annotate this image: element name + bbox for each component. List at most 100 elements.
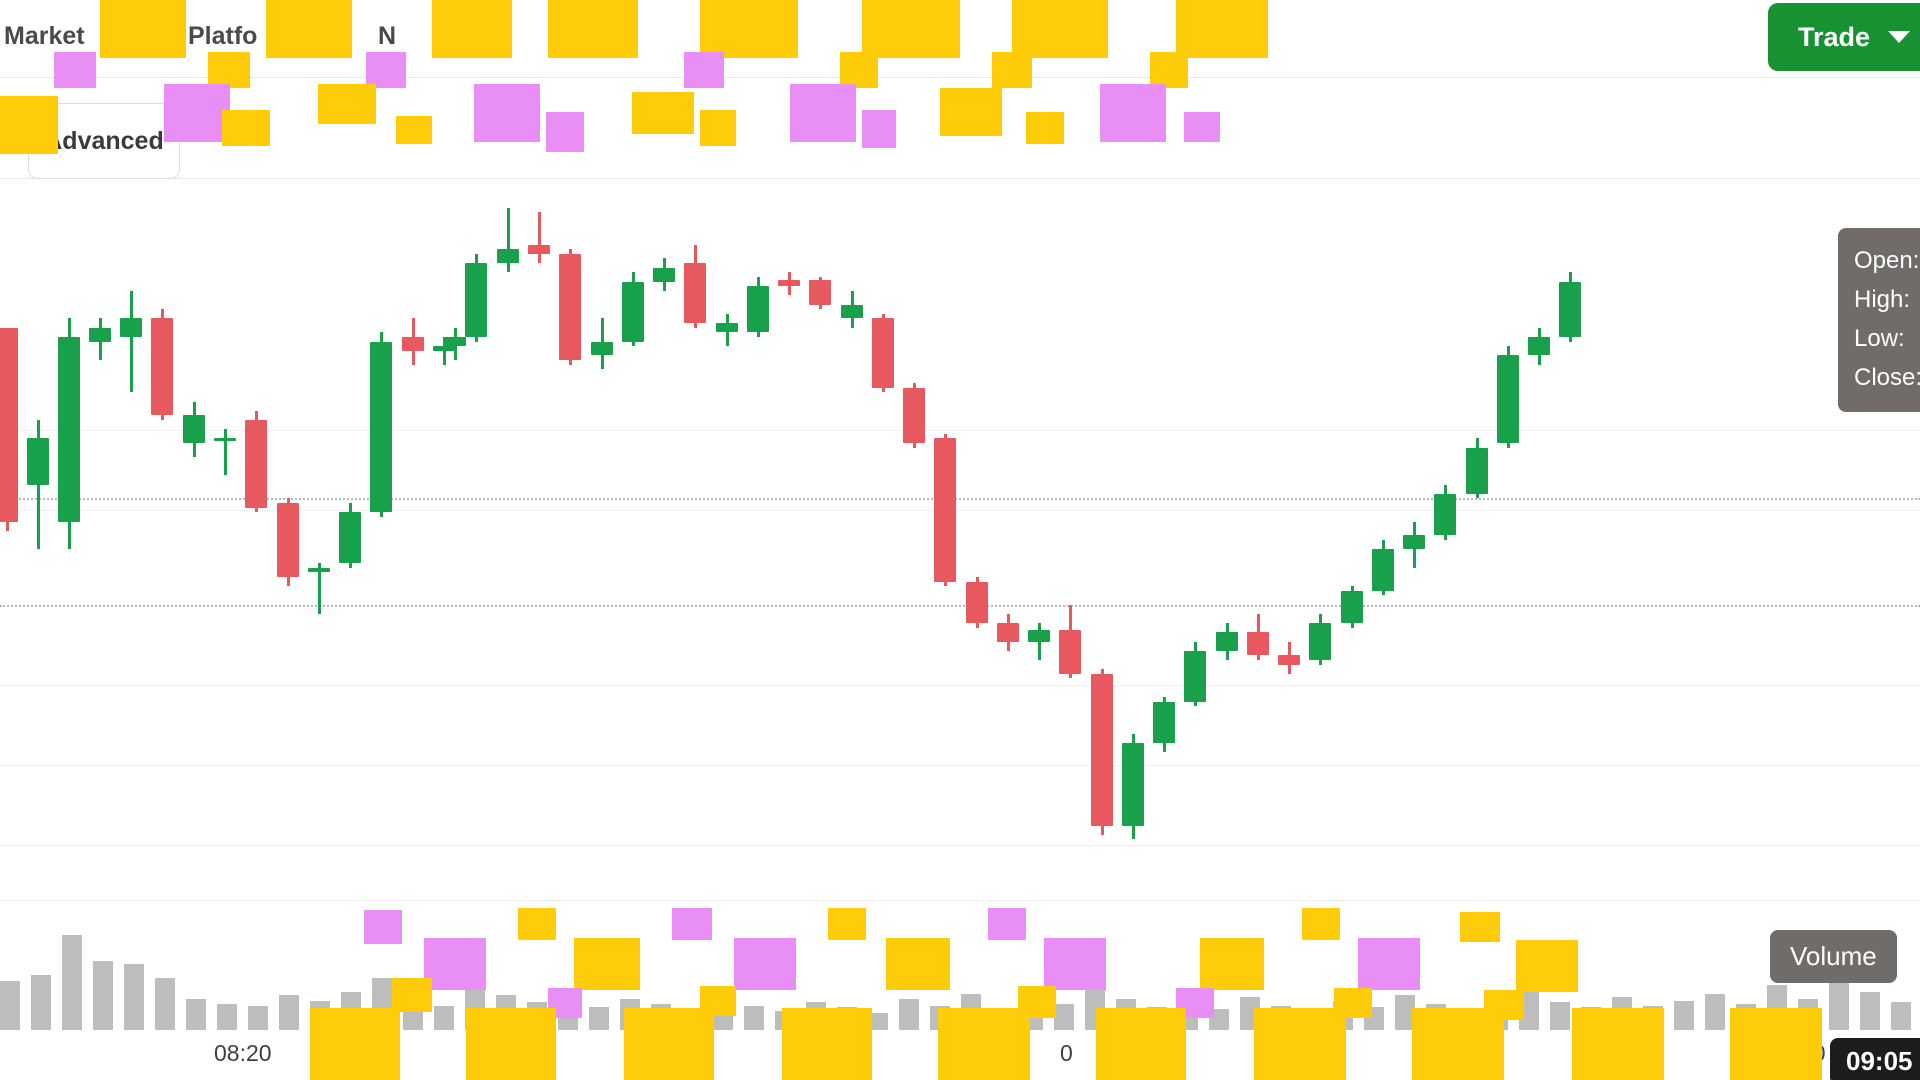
candlestick[interactable] [214, 180, 236, 900]
candlestick[interactable] [809, 180, 831, 900]
candlestick[interactable] [841, 180, 863, 900]
volume-bar[interactable] [1209, 1009, 1229, 1030]
candlestick[interactable] [151, 180, 173, 900]
volume-bar[interactable] [868, 1012, 888, 1030]
candlestick[interactable] [1497, 180, 1519, 900]
nav-item-news[interactable]: N [378, 22, 397, 50]
candlestick[interactable] [559, 180, 581, 900]
candlestick[interactable] [653, 180, 675, 900]
candlestick[interactable] [1403, 180, 1425, 900]
candlestick[interactable] [370, 180, 392, 900]
candlestick[interactable] [903, 180, 925, 900]
time-axis-tick: 0 [1060, 1040, 1073, 1066]
advanced-button[interactable]: Advanced [28, 103, 180, 179]
candle-body [151, 318, 173, 416]
candlestick[interactable] [1372, 180, 1394, 900]
volume-bar[interactable] [31, 974, 51, 1030]
candlestick[interactable] [497, 180, 519, 900]
candle-body [1309, 623, 1331, 660]
volume-bar[interactable] [434, 1005, 454, 1030]
volume-bar[interactable] [899, 998, 919, 1030]
volume-bar[interactable] [1054, 1004, 1074, 1030]
candlestick[interactable] [684, 180, 706, 900]
nav-item-market[interactable]: Market [4, 22, 85, 50]
candle-body [1341, 590, 1363, 624]
volume-bar[interactable] [248, 1005, 268, 1030]
candlestick[interactable] [402, 180, 424, 900]
candlestick[interactable] [716, 180, 738, 900]
candlestick[interactable] [120, 180, 142, 900]
candlestick[interactable] [1559, 180, 1581, 900]
candle-body [591, 341, 613, 356]
candlestick[interactable] [465, 180, 487, 900]
occlusion-rect [474, 84, 540, 142]
volume-bar[interactable] [0, 981, 20, 1030]
candlestick[interactable] [1122, 180, 1144, 900]
volume-bar[interactable] [1860, 991, 1880, 1030]
candlestick[interactable] [872, 180, 894, 900]
occlusion-rect [1184, 112, 1220, 142]
volume-bar[interactable] [1550, 1002, 1570, 1030]
volume-bar[interactable] [1395, 995, 1415, 1030]
candlestick[interactable] [277, 180, 299, 900]
volume-bar[interactable] [1519, 991, 1539, 1030]
volume-bar[interactable] [124, 964, 144, 1030]
crosshair-time-badge: 09:05 [1830, 1038, 1920, 1080]
candlestick[interactable] [1434, 180, 1456, 900]
candlestick[interactable] [58, 180, 80, 900]
candle-body [841, 304, 863, 319]
occlusion-rect [632, 92, 694, 134]
volume-bar[interactable] [1829, 978, 1849, 1030]
candle-body [1091, 673, 1113, 827]
candlestick[interactable] [1309, 180, 1331, 900]
occlusion-rect [318, 84, 376, 124]
candlestick[interactable] [1216, 180, 1238, 900]
occlusion-rect [886, 938, 950, 990]
candlestick[interactable] [1247, 180, 1269, 900]
volume-bar[interactable] [279, 995, 299, 1030]
candlestick[interactable] [1278, 180, 1300, 900]
candlestick[interactable] [433, 180, 455, 900]
candlestick[interactable] [1059, 180, 1081, 900]
candlestick[interactable] [997, 180, 1019, 900]
candlestick[interactable] [1153, 180, 1175, 900]
candlestick[interactable] [444, 180, 466, 900]
volume-bar[interactable] [62, 934, 82, 1030]
candlestick[interactable] [339, 180, 361, 900]
occlusion-rect [366, 52, 406, 88]
candlestick[interactable] [1528, 180, 1550, 900]
candlestick-chart[interactable] [0, 180, 1920, 900]
candlestick[interactable] [747, 180, 769, 900]
candlestick[interactable] [1028, 180, 1050, 900]
candlestick[interactable] [245, 180, 267, 900]
candlestick[interactable] [966, 180, 988, 900]
candlestick[interactable] [27, 180, 49, 900]
occlusion-rect [518, 908, 556, 940]
candlestick[interactable] [1466, 180, 1488, 900]
candlestick[interactable] [0, 180, 18, 900]
candlestick[interactable] [1184, 180, 1206, 900]
nav-item-platform[interactable]: Platfo [188, 22, 258, 50]
volume-bar[interactable] [93, 960, 113, 1030]
volume-bar[interactable] [589, 1007, 609, 1030]
candlestick[interactable] [934, 180, 956, 900]
occlusion-rect [546, 112, 584, 152]
candlestick[interactable] [89, 180, 111, 900]
volume-bar[interactable] [1705, 993, 1725, 1030]
candlestick[interactable] [591, 180, 613, 900]
candlestick[interactable] [308, 180, 330, 900]
candlestick[interactable] [183, 180, 205, 900]
trade-button[interactable]: Trade [1768, 3, 1920, 71]
candlestick[interactable] [1091, 180, 1113, 900]
volume-bar[interactable] [744, 1005, 764, 1030]
candlestick[interactable] [528, 180, 550, 900]
candlestick[interactable] [1341, 180, 1363, 900]
volume-bar[interactable] [186, 998, 206, 1030]
volume-bar[interactable] [1891, 1002, 1911, 1030]
volume-bar[interactable] [217, 1004, 237, 1030]
candlestick[interactable] [622, 180, 644, 900]
candlestick[interactable] [778, 180, 800, 900]
volume-bar[interactable] [155, 978, 175, 1030]
volume-bar[interactable] [1674, 1000, 1694, 1030]
price-level-line [0, 498, 1920, 500]
